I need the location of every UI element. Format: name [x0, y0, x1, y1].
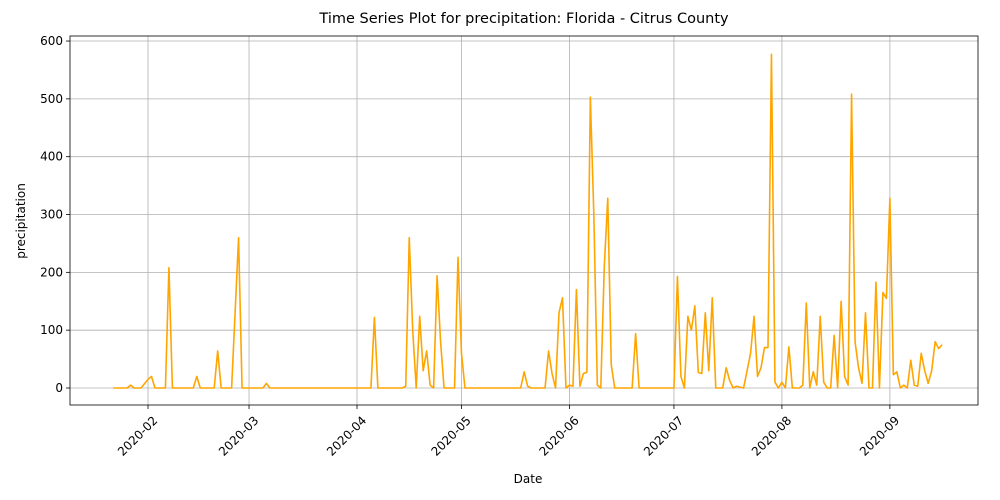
y-tick-label: 400: [40, 150, 63, 164]
y-tick-label: 600: [40, 34, 63, 48]
x-tick-label: 2020-03: [216, 413, 261, 458]
y-axis-label: precipitation: [14, 183, 28, 259]
y-tick-label: 0: [55, 381, 63, 395]
x-tick-label: 2020-08: [749, 413, 794, 458]
x-axis-label: Date: [514, 472, 543, 486]
x-tick-label: 2020-06: [536, 413, 581, 458]
y-tick-label: 300: [40, 208, 63, 222]
plot-frame: [69, 35, 979, 406]
x-tick-label: 2020-04: [324, 413, 369, 458]
chart-title: Time Series Plot for precipitation: Flor…: [318, 11, 729, 27]
y-tick-label: 500: [40, 92, 63, 106]
y-tick-label: 200: [40, 265, 63, 279]
x-tick-label: 2020-07: [641, 413, 686, 458]
x-tick-label: 2020-02: [115, 413, 160, 458]
y-tick-label: 100: [40, 323, 63, 337]
x-tick-label: 2020-05: [428, 413, 473, 458]
x-tick-label: 2020-09: [857, 413, 902, 458]
data-line: [113, 53, 943, 389]
